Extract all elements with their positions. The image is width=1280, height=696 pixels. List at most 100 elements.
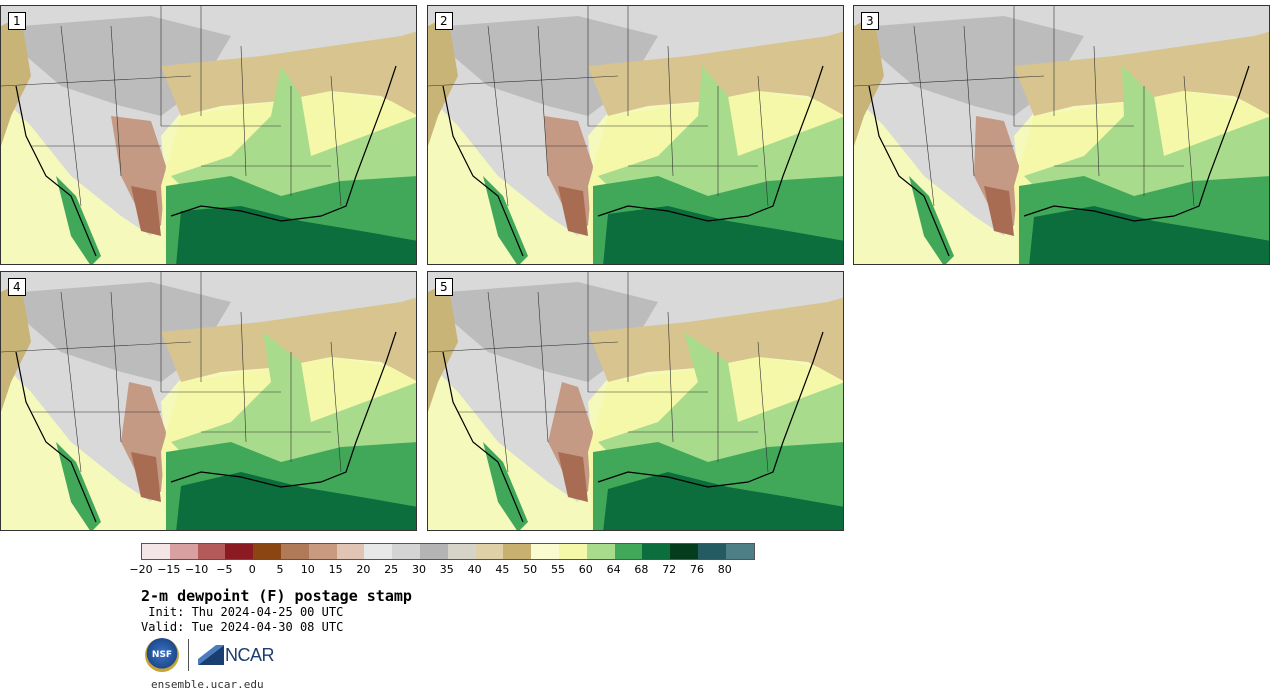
west-coastline bbox=[868, 85, 950, 257]
ncar-logo: NCAR bbox=[198, 645, 275, 666]
colorbar-swatch bbox=[642, 544, 671, 559]
colorbar-tick-label: 5 bbox=[276, 563, 284, 576]
tan-region bbox=[1, 282, 31, 412]
panel-number: 5 bbox=[435, 278, 453, 296]
dewpoint-map bbox=[428, 272, 843, 530]
humid-region bbox=[176, 472, 416, 530]
state-boundary bbox=[854, 75, 1045, 87]
dry-brown-region bbox=[131, 452, 161, 502]
state-boundary bbox=[60, 25, 82, 207]
state-boundary bbox=[757, 341, 769, 473]
colorbar-tick-label: 80 bbox=[717, 563, 732, 576]
dewpoint-map bbox=[1, 272, 416, 530]
colorbar-tick-label: −15 bbox=[157, 563, 181, 576]
tan-region bbox=[1, 16, 31, 146]
colorbar-swatch bbox=[614, 544, 643, 559]
colorbar-swatch bbox=[392, 544, 420, 559]
colorbar-swatch bbox=[169, 544, 198, 559]
state-boundary bbox=[1, 341, 192, 353]
east-coastline bbox=[170, 65, 397, 222]
tan-region bbox=[161, 31, 416, 116]
colorbar-tick-label: 55 bbox=[551, 563, 565, 576]
state-boundary bbox=[1093, 45, 1100, 177]
colorbar-tick-label: 68 bbox=[634, 563, 649, 576]
colorbar-swatch bbox=[336, 544, 365, 559]
state-boundary bbox=[487, 25, 509, 207]
tan-region bbox=[161, 297, 416, 382]
logo-divider bbox=[188, 639, 189, 671]
dry-brown-region bbox=[984, 186, 1014, 236]
dry-brown-region bbox=[558, 452, 588, 502]
colorbar-tick-label: 72 bbox=[662, 563, 677, 576]
colorbar-tick-label: 20 bbox=[356, 563, 371, 576]
humid-region bbox=[1029, 206, 1269, 264]
colorbar-swatch bbox=[531, 544, 559, 559]
colorbar-tick-label: −20 bbox=[129, 563, 153, 576]
colorbar-swatch bbox=[280, 544, 309, 559]
east-coastline bbox=[1023, 65, 1250, 222]
state-boundary bbox=[1, 75, 192, 87]
state-boundary bbox=[240, 45, 247, 177]
colorbar-swatch bbox=[475, 544, 504, 559]
state-boundary bbox=[240, 311, 247, 443]
colorbar-swatch bbox=[503, 544, 532, 559]
colorbar-swatch bbox=[447, 544, 476, 559]
colorbar bbox=[141, 543, 755, 560]
east-coastline bbox=[597, 65, 824, 222]
colorbar-ticks: −20 −15 −10 −5 0 5 10 15 20 25 30 35 40 45 50 55 60 64 68 7… bbox=[129, 563, 761, 577]
state-boundary bbox=[487, 291, 509, 473]
colorbar-swatch bbox=[586, 544, 615, 559]
valid-time: Valid: Tue 2024-04-30 08 UTC bbox=[141, 620, 344, 634]
state-boundary bbox=[110, 25, 122, 177]
west-coastline bbox=[442, 85, 524, 257]
state-boundary bbox=[428, 75, 619, 87]
colorbar-swatch bbox=[725, 544, 754, 559]
site-url: ensemble.ucar.edu bbox=[151, 678, 264, 691]
map-panel-3: 3 bbox=[853, 5, 1270, 265]
panel-number: 2 bbox=[435, 12, 453, 30]
tan-region bbox=[854, 16, 884, 146]
colorbar-tick-label: −5 bbox=[216, 563, 233, 576]
dewpoint-map bbox=[1, 6, 416, 264]
state-boundary bbox=[1183, 75, 1195, 207]
dry-brown-region bbox=[558, 186, 588, 236]
map-panel-5: 5 bbox=[427, 271, 844, 531]
state-boundary bbox=[667, 45, 674, 177]
colorbar-tick-label: 40 bbox=[467, 563, 482, 576]
colorbar-tick-label: 45 bbox=[495, 563, 510, 576]
map-panel-2: 2 bbox=[427, 5, 844, 265]
state-boundary bbox=[757, 75, 769, 207]
panel-number: 4 bbox=[8, 278, 26, 296]
colorbar-swatch bbox=[558, 544, 587, 559]
tan-region bbox=[588, 31, 843, 116]
west-coastline bbox=[15, 351, 97, 523]
colorbar-swatch bbox=[670, 544, 698, 559]
colorbar-tick-label: 64 bbox=[606, 563, 621, 576]
west-coastline bbox=[15, 85, 97, 257]
init-time: Init: Thu 2024-04-25 00 UTC bbox=[141, 605, 344, 619]
map-panel-1: 1 bbox=[0, 5, 417, 265]
dewpoint-map bbox=[428, 6, 843, 264]
colorbar-tick-label: 15 bbox=[328, 563, 343, 576]
colorbar-tick-label: 0 bbox=[248, 563, 256, 576]
state-boundary bbox=[330, 341, 342, 473]
state-boundary bbox=[537, 291, 549, 443]
tan-region bbox=[1014, 31, 1269, 116]
colorbar-swatch bbox=[308, 544, 337, 559]
state-boundary bbox=[110, 291, 122, 443]
colorbar-swatch bbox=[225, 544, 254, 559]
colorbar-tick-label: −10 bbox=[184, 563, 209, 576]
dry-brown-region bbox=[131, 186, 161, 236]
state-boundary bbox=[963, 25, 975, 177]
colorbar-tick-label: 60 bbox=[578, 563, 593, 576]
colorbar-tick-label: 76 bbox=[690, 563, 704, 576]
tan-region bbox=[428, 282, 458, 412]
colorbar-tick-label: 30 bbox=[412, 563, 426, 576]
east-coastline bbox=[170, 331, 397, 488]
dewpoint-map bbox=[854, 6, 1269, 264]
east-coastline bbox=[597, 331, 824, 488]
panel-number: 3 bbox=[861, 12, 879, 30]
tan-region bbox=[588, 297, 843, 382]
colorbar-swatch bbox=[697, 544, 726, 559]
state-boundary bbox=[913, 25, 935, 207]
